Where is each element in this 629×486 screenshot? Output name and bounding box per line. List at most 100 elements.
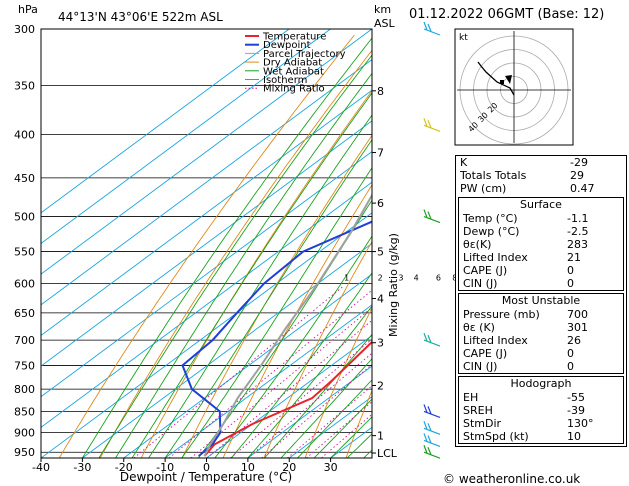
dry-adiabat-line [304,307,372,458]
height-tick-label: 3 [377,337,384,350]
pressure-tick-label: 300 [14,23,35,36]
pressure-tick-label: 450 [14,172,35,185]
mixing-ratio-label: 4 [414,274,419,283]
height-tick-label: 2 [377,379,384,392]
pressure-tick-label: 350 [14,80,35,93]
dry-adiabat-line [345,389,372,458]
wet-adiabat-line [131,92,372,458]
wind-barb-flag [427,406,432,415]
index-label: K [460,156,468,169]
index-row: PW (cm) 0.47 [456,182,626,195]
hodograph-stat-value: -39 [567,404,585,417]
surface-value: 21 [567,251,581,264]
most-unstable-value: 26 [567,334,581,347]
height-tick-label: 7 [377,147,384,160]
mixing-ratio-line [206,319,372,458]
hodograph-stat-row: EH -55 [459,391,623,404]
hodograph-stat-value: 130° [567,417,594,430]
surface-title: Surface [520,198,562,211]
surface-label: θε(K) [463,238,492,251]
surface-value: 0 [567,264,574,277]
wind-barb-flag [423,209,428,218]
index-label: PW (cm) [460,182,507,195]
mixing-ratio-label: 3 [398,274,403,283]
wet-adiabat-line [247,305,372,458]
mixing-ratio-label: 8 [452,274,457,283]
wet-adiabat-line [164,138,372,458]
x-tick-label: 30 [324,461,338,474]
pressure-tick-label: 750 [14,359,35,372]
wet-adiabat-line [197,199,372,458]
isotherm-line [206,334,372,458]
height-tick-label: 5 [377,246,384,259]
hodograph-stat-row: SREH -39 [459,404,623,417]
wind-barb-flag [427,423,432,432]
wind-barb-flag [427,334,432,343]
pressure-tick-label: 400 [14,129,35,142]
x-tick-label: 20 [282,461,296,474]
storm-motion-arrow-icon [505,75,512,84]
storm-motion-marker [500,80,504,84]
wind-barb-flag [427,211,432,220]
wet-adiabat-line [82,37,372,458]
mixing-ratio-line [287,385,372,458]
pressure-tick-label: 550 [14,246,35,259]
most-unstable-row: CAPE (J) 0 [459,347,623,360]
legend-label: Wet Adiabat [263,66,324,77]
pressure-tick-label: 700 [14,334,35,347]
hodograph-stat-label: SREH [463,404,493,417]
most-unstable-value: 0 [567,360,574,373]
x-tick-label: -10 [156,461,174,474]
most-unstable-row: Lifted Index 26 [459,334,623,347]
surface-label: Temp (°C) [463,212,518,225]
height-tick-label: 1 [377,430,384,443]
copyright-footer: © weatheronline.co.uk [443,472,581,486]
surface-label: Dewp (°C) [463,225,520,238]
indices-panel: K -29 Totals Totals 29 PW (cm) 0.47 Surface T… [455,155,627,447]
most-unstable-label: CAPE (J) [463,347,508,360]
isotherm-line [41,29,290,214]
pressure-tick-label: 650 [14,307,35,320]
isotherm-line [41,181,372,428]
most-unstable-title: Most Unstable [501,294,581,307]
pressure-unit-label: hPa [18,3,38,16]
legend-label: Temperature [262,32,326,43]
most-unstable-row: θε (K) 301 [459,321,623,334]
x-tick-label: 0 [203,461,210,474]
wind-barb-flag [423,445,428,454]
x-axis-label: Dewpoint / Temperature (°C) [120,470,292,484]
height-tick-label: 4 [377,293,384,306]
most-unstable-label: Lifted Index [463,334,528,347]
most-unstable-label: CIN (J) [463,360,498,373]
index-row: Totals Totals 29 [456,169,626,182]
legend-label: Dewpoint [263,40,311,51]
parcel-trajectory-line [203,193,372,457]
wet-adiabat-line [115,72,372,458]
surface-value: -2.5 [567,225,589,238]
index-value: 0.47 [570,182,595,195]
height-tick-label: LCL [377,447,398,460]
isotherm-line [41,212,372,458]
mixing-ratio-line [321,413,372,458]
index-row: K -29 [456,156,626,169]
mixing-ratio-line [247,352,372,458]
wet-adiabat-line [230,272,372,458]
surface-section: Surface Temp (°C) -1.1 Dewp (°C) -2.5 θε(K) 2… [458,197,624,291]
height-unit-label-2: ASL [374,17,396,30]
most-unstable-label: Pressure (mb) [463,308,540,321]
location-label: 44°13'N 43°06'E 522m ASL [58,10,223,24]
x-tick-label: 10 [241,461,255,474]
pressure-tick-label: 600 [14,278,35,291]
legend-label: Parcel Trajectory [263,49,346,60]
dewpoint-line [181,220,372,457]
isotherm-line [41,59,372,306]
most-unstable-row: CIN (J) 0 [459,360,623,373]
most-unstable-label: θε (K) [463,321,495,334]
pressure-tick-label: 950 [14,446,35,459]
most-unstable-row: Pressure (mb) 700 [459,308,623,321]
height-unit-label: km [374,3,391,16]
mixing-ratio-line [133,286,344,458]
dry-adiabat-line [99,49,372,458]
